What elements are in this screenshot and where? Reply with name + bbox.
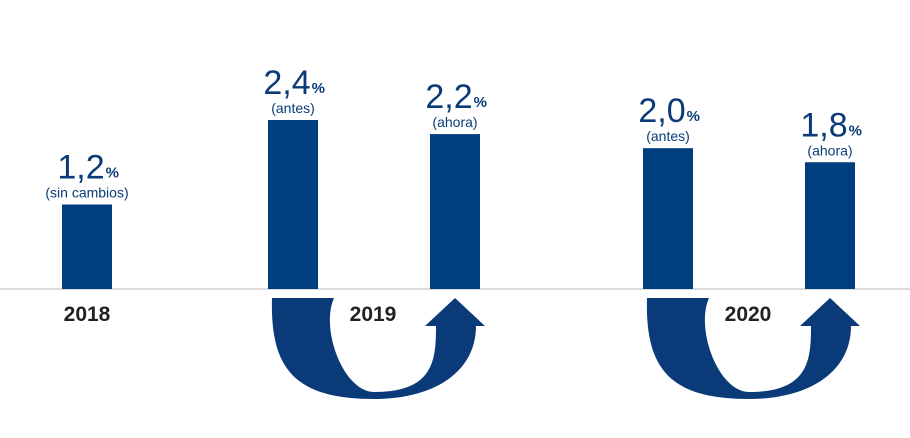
bar-note-0: (sin cambios) xyxy=(45,185,128,201)
bar-value-label-2: 2,2 xyxy=(425,78,472,116)
bar-unit-label-2: % xyxy=(474,94,487,111)
year-label-2020: 2020 xyxy=(725,303,772,326)
bar-value-label-0: 1,2 xyxy=(57,149,104,187)
revision-arrow-2019 xyxy=(271,298,485,399)
year-label-2018: 2018 xyxy=(64,303,111,326)
bar-note-1: (antes) xyxy=(271,100,315,116)
bar-value-label-4: 1,8 xyxy=(800,106,847,144)
bar-2018-0 xyxy=(62,204,112,289)
bar-2020-3 xyxy=(643,148,693,289)
bar-2020-4 xyxy=(805,162,855,289)
year-label-2019: 2019 xyxy=(350,303,397,326)
bar-note-3: (antes) xyxy=(646,128,690,144)
bar-value-label-1: 2,4 xyxy=(263,64,310,102)
bar-2019-2 xyxy=(430,134,480,289)
bar-unit-label-3: % xyxy=(687,108,700,125)
bar-value-label-3: 2,0 xyxy=(638,92,685,130)
bar-unit-label-1: % xyxy=(312,80,325,97)
bar-note-2: (ahora) xyxy=(432,114,477,130)
bar-note-4: (ahora) xyxy=(807,142,852,158)
revision-arrow-2020 xyxy=(646,298,860,399)
bar-unit-label-0: % xyxy=(106,165,119,182)
bar-unit-label-4: % xyxy=(849,122,862,139)
bar-2019-1 xyxy=(268,120,318,289)
